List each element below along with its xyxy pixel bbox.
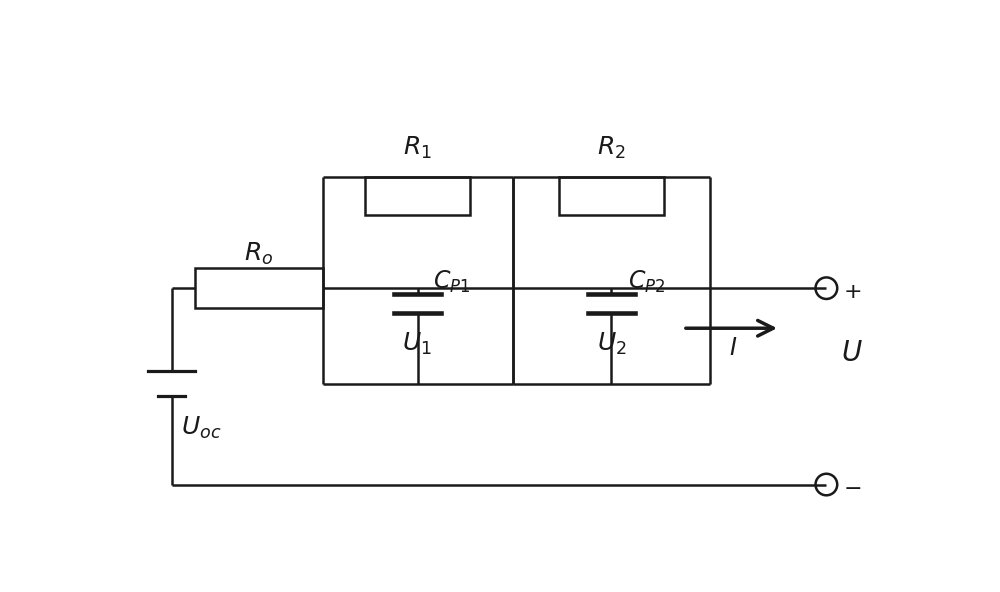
FancyBboxPatch shape <box>559 176 664 215</box>
FancyBboxPatch shape <box>195 268 323 308</box>
Text: $U_{oc}$: $U_{oc}$ <box>181 415 221 442</box>
Text: $I$: $I$ <box>729 337 738 360</box>
Text: $+$: $+$ <box>843 281 861 303</box>
Text: $R_o$: $R_o$ <box>244 240 274 266</box>
Text: $U$: $U$ <box>841 340 863 367</box>
Text: $C_{P1}$: $C_{P1}$ <box>433 269 471 295</box>
Text: $R_1$: $R_1$ <box>403 135 432 161</box>
FancyBboxPatch shape <box>365 176 470 215</box>
Text: $R_2$: $R_2$ <box>597 135 626 161</box>
Text: $C_{P2}$: $C_{P2}$ <box>628 269 665 295</box>
Text: $U_2$: $U_2$ <box>597 330 627 357</box>
Text: $-$: $-$ <box>843 476 861 498</box>
Text: $U_1$: $U_1$ <box>402 330 432 357</box>
